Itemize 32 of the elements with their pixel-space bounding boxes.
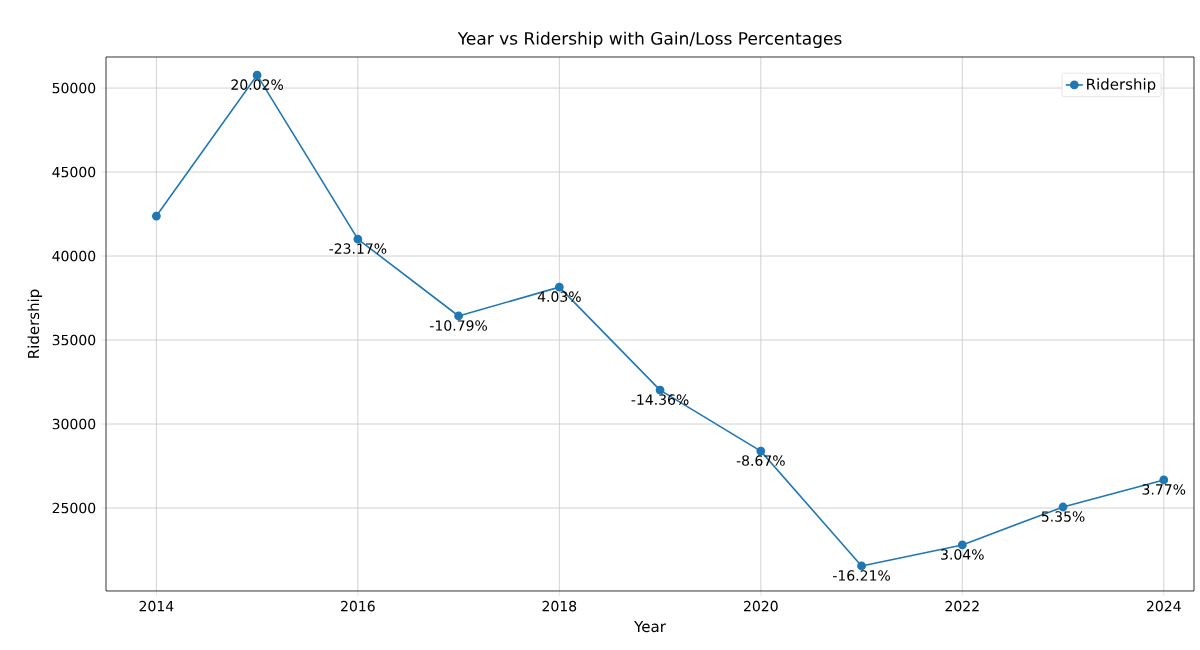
- x-tick-label: 2022: [945, 600, 979, 612]
- x-tick-label: 2014: [139, 600, 174, 612]
- annotation: 3.77%: [1142, 484, 1186, 495]
- point: [655, 385, 665, 395]
- x-tick-label: 2020: [744, 600, 778, 612]
- point: [857, 561, 866, 571]
- y-tick-label: 50000: [52, 82, 96, 94]
- point: [353, 234, 363, 244]
- point: [454, 311, 463, 321]
- point: [1159, 475, 1169, 485]
- point: [1058, 502, 1068, 512]
- annotation: 3.04%: [941, 549, 984, 560]
- legend-label: Ridership: [1087, 78, 1156, 93]
- x-axis-title: Year: [634, 620, 666, 633]
- annotation: -16.21%: [833, 570, 890, 581]
- point: [151, 211, 161, 221]
- y-tick-label: 45000: [52, 166, 96, 178]
- point: [957, 540, 967, 550]
- x-tick-label: 2016: [341, 600, 375, 612]
- y-tick-label: 40000: [52, 250, 96, 262]
- annotation: -10.79%: [430, 320, 488, 331]
- y-tick-label: 35000: [52, 334, 96, 346]
- annotation: 5.35%: [1041, 511, 1085, 522]
- y-axis-title: Ridership: [27, 289, 43, 358]
- chart-title: Year vs Ridership with Gain/Loss Percentages: [457, 31, 842, 49]
- point: [252, 70, 262, 80]
- point: [756, 446, 766, 456]
- point: [554, 282, 564, 292]
- x-tick-label: 2018: [542, 600, 577, 612]
- x-tick-label: 2024: [1146, 600, 1181, 612]
- y-tick-label: 25000: [52, 502, 96, 514]
- y-tick-label: 30000: [52, 418, 96, 430]
